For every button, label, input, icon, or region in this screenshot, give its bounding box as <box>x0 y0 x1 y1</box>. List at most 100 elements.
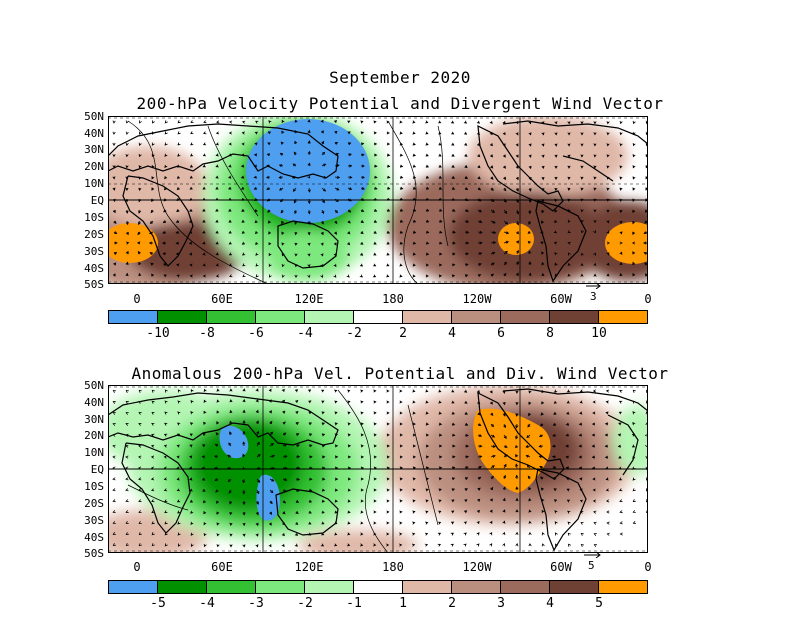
wind-vector-head <box>437 532 442 536</box>
wind-vector-head <box>578 422 583 426</box>
wind-vector-head <box>283 489 287 493</box>
wind-vector-head <box>463 120 468 124</box>
wind-vector-head <box>438 400 442 404</box>
wind-vector-head <box>138 153 142 158</box>
wind-vector-head <box>476 131 480 135</box>
wind-vector-head <box>479 455 483 459</box>
wind-vector-head <box>565 422 570 426</box>
wind-vector-head <box>347 477 352 481</box>
wind-vector-head <box>412 466 417 470</box>
wind-vector-head <box>269 511 273 515</box>
wind-vector-head <box>242 501 246 506</box>
wind-vector-head <box>268 242 272 246</box>
wind-vector-head <box>541 210 545 214</box>
wind-vector-head <box>515 413 519 417</box>
wind-vector-head <box>489 120 493 125</box>
wind-vector-head <box>151 176 155 180</box>
wind-vector-head <box>425 455 430 459</box>
wind-vector-head <box>163 488 168 492</box>
wind-vector-head <box>279 199 284 203</box>
wind-vector-head <box>565 433 569 437</box>
wind-vector-head <box>412 142 416 146</box>
wind-vector-head <box>360 241 364 245</box>
wind-vector-head <box>360 131 365 135</box>
wind-vector-head <box>579 477 583 481</box>
wind-vector-head <box>478 434 483 437</box>
wind-vector-head <box>189 274 193 278</box>
wind-vector-head <box>269 410 272 414</box>
panel1-wind-vectors <box>112 119 648 279</box>
wind-vector-head <box>150 488 155 492</box>
wind-vector-head <box>347 466 352 470</box>
wind-vector-head <box>336 164 340 168</box>
wind-vector-head <box>554 252 558 256</box>
wind-vector-head <box>240 164 245 168</box>
wind-vector-head <box>580 198 584 202</box>
wind-vector-head <box>606 532 610 536</box>
wind-vector-head <box>580 209 584 213</box>
wind-vector-head <box>477 176 481 180</box>
wind-vector-head <box>452 433 456 437</box>
wind-vector-head <box>255 533 259 537</box>
wind-vector-head <box>412 164 417 168</box>
wind-vector-head <box>566 488 570 492</box>
wind-vector-head <box>138 433 142 437</box>
wind-vector-head <box>580 543 584 547</box>
wind-vector-head <box>125 444 129 448</box>
wind-vector-head <box>643 241 647 245</box>
wind-vector-head <box>605 466 609 470</box>
wind-vector-head <box>348 209 352 213</box>
wind-vector-head <box>528 188 532 192</box>
wind-vector-head <box>253 198 258 201</box>
wind-vector-head <box>387 186 391 190</box>
wind-vector-head <box>138 389 142 393</box>
wind-vector-head <box>190 131 194 135</box>
wind-vector-head <box>307 263 311 268</box>
wind-vector-head <box>138 165 142 169</box>
wind-vector-head <box>113 252 118 255</box>
wind-vector-head <box>177 142 181 146</box>
wind-vector-head <box>552 433 556 437</box>
wind-vector-head <box>580 533 584 536</box>
wind-vector-head <box>439 444 443 448</box>
wind-vector-head <box>189 477 193 481</box>
wind-vector-head <box>229 501 233 505</box>
wind-vector-head <box>439 263 443 267</box>
wind-vector-head <box>335 466 339 470</box>
wind-vector-head <box>242 466 246 470</box>
wind-vector-head <box>567 252 571 256</box>
wind-vector-head <box>254 220 258 224</box>
wind-vector-head <box>554 219 558 224</box>
wind-vector-head <box>541 188 545 192</box>
wind-vector-head <box>478 476 482 480</box>
wind-vector-head <box>296 466 301 470</box>
wind-vector-head <box>386 131 390 135</box>
lon-label: 120W <box>462 560 492 574</box>
panel2-map <box>108 385 648 553</box>
wind-vector-head <box>593 230 596 234</box>
wind-vector-head <box>163 477 168 481</box>
wind-vector-head <box>644 262 648 266</box>
panel2-map-svg <box>108 385 648 553</box>
wind-vector-head <box>321 151 326 155</box>
reference-arrow-icon <box>586 283 601 289</box>
wind-vector-head <box>593 544 597 548</box>
wind-vector-head <box>580 132 584 136</box>
wind-vector-head <box>361 186 366 190</box>
wind-vector-head <box>177 164 181 168</box>
wind-vector-head <box>373 499 377 503</box>
wind-vector-head <box>516 199 519 204</box>
wind-vector-head <box>399 274 403 278</box>
wind-vector-head <box>151 273 155 277</box>
lat-label: 40S <box>84 262 104 275</box>
wind-vector-head <box>592 411 596 415</box>
wind-vector-head <box>632 143 636 147</box>
colorbar-swatch <box>207 311 256 323</box>
wind-vector-head <box>214 455 218 459</box>
wind-vector-head <box>373 241 377 245</box>
wind-vector-head <box>438 477 443 481</box>
wind-vector-head <box>164 411 168 415</box>
wind-vector-head <box>426 208 430 212</box>
wind-vector-head <box>215 142 219 146</box>
wind-vector-head <box>581 230 584 234</box>
